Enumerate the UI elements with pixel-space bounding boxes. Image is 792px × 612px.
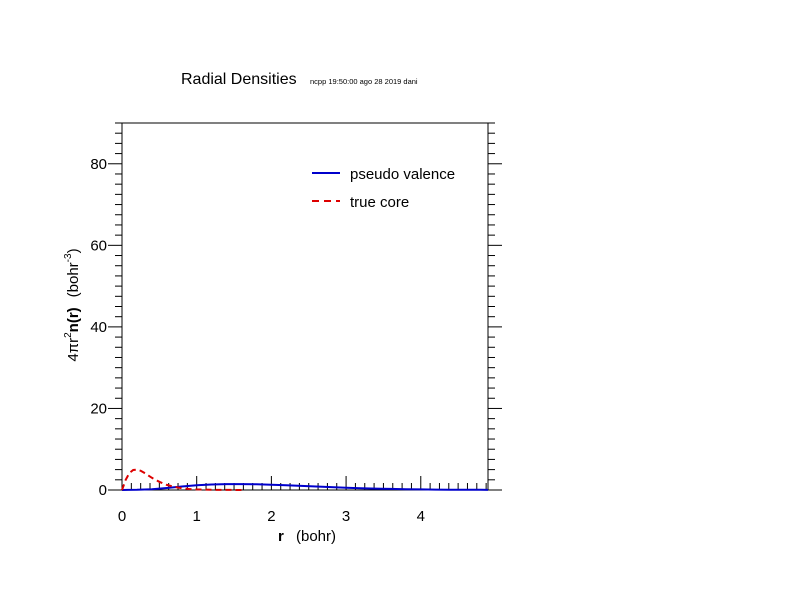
legend-label-pseudo-valence: pseudo valence [350, 166, 455, 183]
y-axis-label-sup: 2 [63, 332, 74, 338]
x-tick-label: 3 [342, 508, 350, 525]
x-tick-label: 1 [193, 508, 201, 525]
x-tick-label: 2 [267, 508, 275, 525]
y-axis-label-bold: n(r) [65, 307, 82, 332]
y-axis-label: 4πr2n(r) (bohr-3) [63, 248, 82, 361]
y-axis-label-units-post: ) [65, 248, 82, 253]
chart-subtitle: ncpp 19:50:00 ago 28 2019 dani [310, 77, 418, 86]
y-tick-label: 40 [90, 319, 107, 336]
y-tick-label: 0 [99, 482, 107, 499]
y-tick-labels: 0 20 40 60 80 [90, 156, 107, 499]
x-tick-labels: 0 1 2 3 4 [118, 508, 425, 525]
series-line-true-core [121, 468, 242, 491]
y-axis-label-prefix: 4πr [65, 338, 82, 362]
y-axis-label-units-pre: (bohr [65, 262, 82, 297]
y-tick-label: 20 [90, 400, 107, 417]
legend: pseudo valence true core [312, 166, 455, 211]
y-axis-label-units-sup: -3 [63, 253, 74, 262]
x-axis-label: r (bohr) [278, 528, 336, 545]
x-axis-label-bold: r [278, 528, 284, 545]
x-tick-label: 0 [118, 508, 126, 525]
x-tick-label: 4 [417, 508, 425, 525]
series-line-pseudo-valence [121, 483, 489, 491]
y-tick-label: 60 [90, 237, 107, 254]
y-tick-label: 80 [90, 156, 107, 173]
legend-label-true-core: true core [350, 194, 409, 211]
x-axis-label-units: (bohr) [296, 528, 336, 545]
chart-title: Radial Densities [181, 71, 297, 88]
series-group [121, 468, 489, 491]
